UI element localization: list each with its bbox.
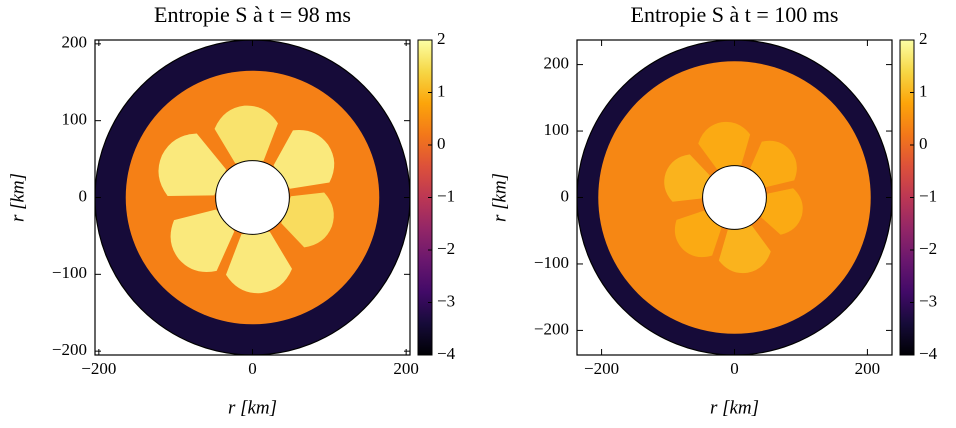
y-tick-label: 100: [62, 110, 88, 129]
plot-area: [95, 40, 410, 355]
plume: [158, 133, 227, 196]
colorbar-tick-label: −1: [437, 186, 455, 205]
plume: [761, 188, 803, 235]
colorbar-tick-label: −2: [919, 239, 937, 258]
y-tick-label: 0: [79, 186, 88, 205]
y-axis-label: r [km]: [7, 173, 28, 222]
inner-boundary: [702, 165, 767, 230]
x-tick-label: −200: [584, 359, 619, 378]
plume: [674, 210, 722, 258]
plume: [170, 209, 235, 272]
x-axis-label: r [km]: [228, 397, 277, 418]
colorbar-tick-label: −3: [919, 291, 937, 310]
y-tick-label: −200: [52, 340, 87, 359]
colorbar-tick-label: 1: [919, 81, 928, 100]
chart-title: Entropie S à t = 98 ms: [154, 2, 351, 27]
y-tick-label: −100: [534, 253, 569, 272]
x-tick-label: 0: [248, 359, 257, 378]
colorbar-tick-label: 0: [437, 134, 446, 153]
plume: [718, 225, 771, 274]
plume: [214, 105, 278, 164]
x-tick-label: 200: [393, 359, 419, 378]
colorbar-tick-label: 1: [437, 81, 446, 100]
plume: [664, 154, 710, 202]
colorbar-tick-label: 2: [437, 29, 446, 48]
colorbar-tick-label: −1: [919, 186, 937, 205]
y-tick-label: 100: [544, 120, 570, 139]
plume: [273, 129, 335, 189]
plume: [750, 140, 797, 188]
y-tick-label: −100: [52, 263, 87, 282]
x-tick-label: 200: [855, 359, 881, 378]
plume: [225, 231, 293, 294]
colorbar-tick-label: −2: [437, 239, 455, 258]
x-tick-label: 0: [730, 359, 739, 378]
plot-area: [577, 40, 892, 355]
y-tick-label: −200: [534, 319, 569, 338]
colorbar-tick-label: −4: [437, 344, 456, 363]
colorbar-tick-label: 0: [919, 134, 928, 153]
colorbar-tick-label: −3: [437, 291, 455, 310]
plume: [698, 121, 751, 170]
x-axis-label: r [km]: [710, 397, 759, 418]
colorbar-tick-label: −4: [919, 344, 938, 363]
colorbar-tick-label: 2: [919, 29, 928, 48]
y-tick-label: 0: [561, 186, 570, 205]
y-axis-label: r [km]: [489, 173, 510, 222]
y-tick-label: 200: [62, 33, 88, 52]
chart-title: Entropie S à t = 100 ms: [631, 2, 839, 27]
inner-boundary: [215, 160, 290, 235]
x-tick-label: −200: [81, 359, 116, 378]
plume: [281, 192, 334, 248]
y-tick-label: 200: [544, 53, 570, 72]
